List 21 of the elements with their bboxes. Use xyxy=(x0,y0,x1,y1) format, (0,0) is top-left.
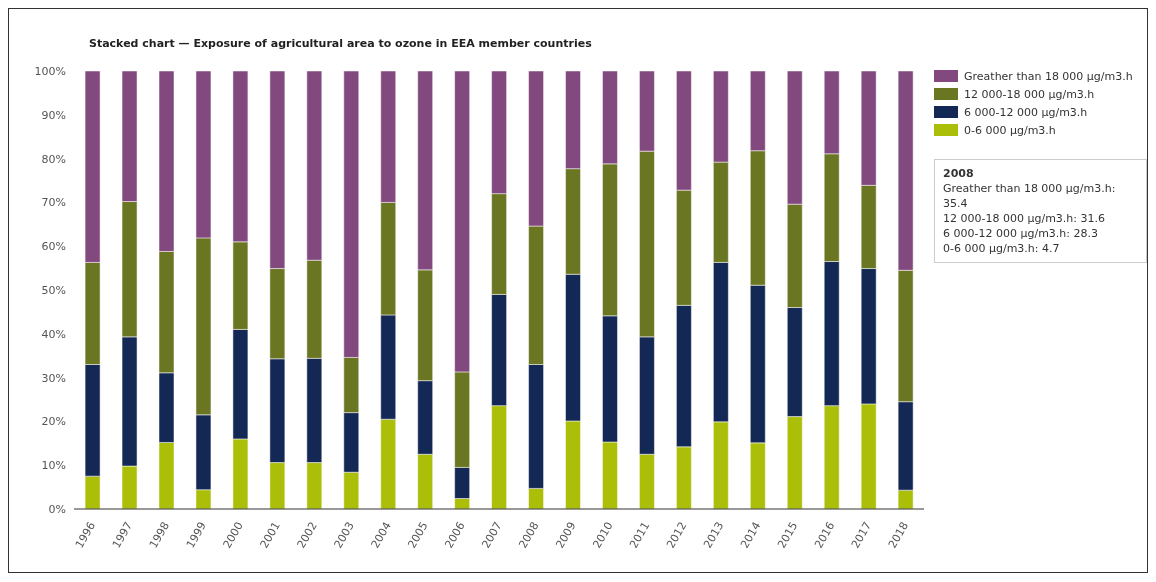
chart-title: Stacked chart — Exposure of agricultural area to ozone in EEA member countries xyxy=(89,37,592,50)
y-tick-label: 50% xyxy=(41,283,66,297)
y-tick-label: 30% xyxy=(41,371,66,385)
text: 12 000-18 000 µg/m3.h: 31.6 xyxy=(943,211,1106,226)
legend-label: 12 000-18 000 µg/m3.h xyxy=(964,87,1095,101)
y-tick-label: 80% xyxy=(41,152,66,166)
text: 2008 xyxy=(943,166,975,181)
y-tick-label: 90% xyxy=(41,108,66,122)
y-tick-label: 60% xyxy=(41,240,66,254)
legend-label: 0-6 000 µg/m3.h xyxy=(964,123,1056,137)
y-tick-label: 100% xyxy=(34,64,66,78)
y-tick-label: 70% xyxy=(41,196,66,210)
text: 0-6 000 µg/m3.h: 4.7 xyxy=(943,241,1061,256)
text: 6 000-12 000 µg/m3.h: 28.3 xyxy=(943,226,1099,241)
y-tick-label: 20% xyxy=(41,415,66,429)
y-tick-label: 10% xyxy=(41,459,66,473)
legend-label: 6 000-12 000 µg/m3.h xyxy=(964,105,1088,119)
text: Greather than 18 000 µg/m3.h: 35.4 xyxy=(943,181,1117,211)
y-tick-label: 40% xyxy=(41,327,66,341)
y-tick-label: 0% xyxy=(48,502,66,516)
legend-label: Greather than 18 000 µg/m3.h xyxy=(964,69,1133,83)
